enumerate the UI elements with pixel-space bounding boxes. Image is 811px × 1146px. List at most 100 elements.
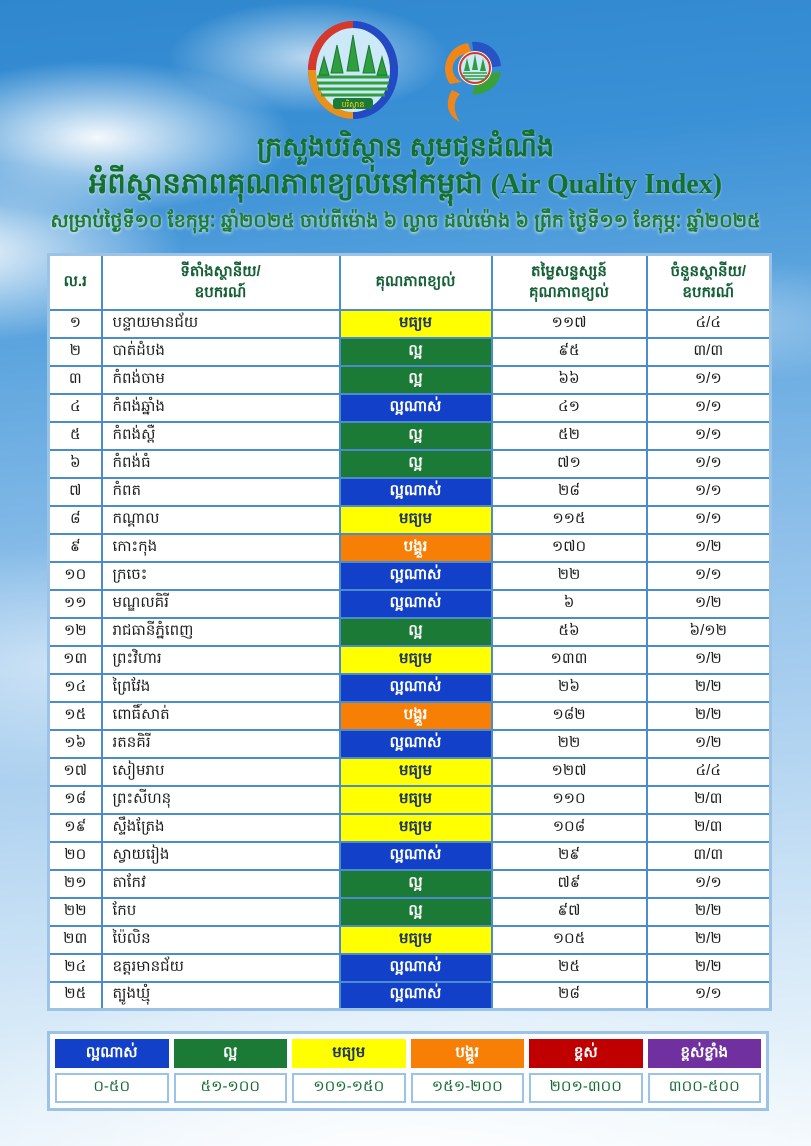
province-name: បន្ទាយមានជ័យ (100, 308, 341, 339)
row-number: ៣ (47, 364, 103, 395)
status-badge: មធ្យម (338, 756, 493, 787)
aqi-circular-logo (438, 26, 512, 133)
station-count: ២/២ (645, 952, 772, 983)
station-count: ១/២ (645, 532, 772, 563)
aqi-value: ៩៧ (490, 896, 648, 927)
province-name: កំពង់ចាម (100, 364, 341, 395)
province-name: មណ្ឌលគិរី (100, 588, 341, 619)
legend-category-label: ខ្ពស់ខ្លាំង (647, 1039, 761, 1068)
row-number: ១២ (47, 616, 103, 647)
row-number: ១៥ (47, 700, 103, 731)
status-badge: ល្អណាស់ (338, 672, 493, 703)
status-badge: ល្អ (338, 420, 493, 451)
aqi-value: ៩៥ (490, 336, 648, 367)
row-number: ១០ (47, 560, 103, 591)
status-badge: មធ្យម (338, 924, 493, 955)
legend-item: បង្គួរ ១៥១-២០០ (410, 1039, 524, 1103)
row-number: ១៦ (47, 728, 103, 759)
ministry-environment-logo: បរិស្ថាន (307, 19, 399, 126)
row-number: ២៣ (47, 924, 103, 955)
province-name: កោះកុង (100, 532, 341, 563)
legend-range-value: ២០១-៣០០ (529, 1073, 643, 1103)
aqi-value: ១៧០ (490, 532, 648, 563)
col-header-number: ល.រ (47, 253, 103, 311)
status-badge: ល្អណាស់ (338, 392, 493, 423)
table-row: ៧ កំពត ល្អណាស់ ២៨ ១/១ (47, 476, 772, 507)
row-number: ១៣ (47, 644, 103, 675)
table-row: ១៤ ព្រៃវែង ល្អណាស់ ២៦ ២/២ (47, 672, 772, 703)
station-count: ១/១ (645, 364, 772, 395)
legend-item: មធ្យម ១០១-១៥០ (292, 1039, 406, 1103)
legend-item: ល្អ ៥១-១០០ (173, 1039, 287, 1103)
row-number: ៧ (47, 476, 103, 507)
province-name: កណ្តាល (100, 504, 341, 535)
province-name: តាកែវ (100, 868, 341, 899)
status-badge: មធ្យម (338, 504, 493, 535)
table-row: ៥ កំពង់ស្ពឺ ល្អ ៥២ ១/១ (47, 420, 772, 451)
station-count: ៤/៤ (645, 308, 772, 339)
station-count: ៣/៣ (645, 336, 772, 367)
station-count: ១/២ (645, 588, 772, 619)
aqi-value: ២៦ (490, 672, 648, 703)
status-badge: បង្គួរ (338, 532, 493, 563)
status-badge: ល្អណាស់ (338, 980, 493, 1011)
legend-range-value: ៣០០-៥០០ (647, 1073, 761, 1103)
legend-item: ខ្ពស់ ២០១-៣០០ (529, 1039, 643, 1103)
status-badge: ល្អ (338, 616, 493, 647)
row-number: ៦ (47, 448, 103, 479)
aqi-value: ១១០ (490, 784, 648, 815)
legend-category-label: ល្អណាស់ (55, 1039, 169, 1068)
province-name: កំពង់ស្ពឺ (100, 420, 341, 451)
row-number: ១៩ (47, 812, 103, 843)
station-count: ១/១ (645, 560, 772, 591)
aqi-value: ១៨២ (490, 700, 648, 731)
station-count: ១/១ (645, 868, 772, 899)
status-badge: មធ្យម (338, 812, 493, 843)
col-header-aqi-value: តម្លៃសន្ទស្សន៍ គុណភាពខ្យល់ (490, 253, 648, 311)
province-name: បាត់ដំបង (100, 336, 341, 367)
aqi-value: ១៣៣ (490, 644, 648, 675)
table-row: ១២ រាជធានីភ្នំពេញ ល្អ ៥៦ ៦/១២ (47, 616, 772, 647)
legend-category-label: ខ្ពស់ (529, 1039, 643, 1068)
table-row: ១៥ ពោធិ៍សាត់ បង្គួរ ១៨២ ២/២ (47, 700, 772, 731)
table-row: ៤ កំពង់ឆ្នាំង ល្អណាស់ ៤១ ១/១ (47, 392, 772, 423)
aqi-value: ១០៥ (490, 924, 648, 955)
aqi-value: ៥២ (490, 420, 648, 451)
station-count: ២/២ (645, 896, 772, 927)
status-badge: ល្អណាស់ (338, 560, 493, 591)
status-badge: ល្អ (338, 896, 493, 927)
table-row: ១៦ រតនគិរី ល្អណាស់ ២២ ១/២ (47, 728, 772, 759)
aqi-value: ១២៧ (490, 756, 648, 787)
table-row: ២ បាត់ដំបង ល្អ ៩៥ ៣/៣ (47, 336, 772, 367)
province-name: រាជធានីភ្នំពេញ (100, 616, 341, 647)
page-title-line2-khmer: អំពីស្ថានភាពគុណភាពខ្យល់នៅកម្ពុជា (88, 168, 491, 200)
aqi-value: ៥៦ (490, 616, 648, 647)
table-row: ២១ តាកែវ ល្អ ៧៩ ១/១ (47, 868, 772, 899)
page-title-line1: ក្រសួងបរិស្ថាន សូមជូនដំណឹង (256, 132, 554, 162)
province-name: កំពង់ធំ (100, 448, 341, 479)
aqi-value: ៦ (490, 588, 648, 619)
province-name: រតនគិរី (100, 728, 341, 759)
table-row: ១៩ ស្ទឹងត្រែង មធ្យម ១០៨ ២/៣ (47, 812, 772, 843)
legend-range-value: ១០១-១៥០ (292, 1073, 406, 1103)
row-number: ១៨ (47, 784, 103, 815)
province-name: ស្វាយរៀង (100, 840, 341, 871)
table-row: ២៤ ឧត្តរមានជ័យ ល្អណាស់ ២៥ ២/២ (47, 952, 772, 983)
station-count: ៦/១២ (645, 616, 772, 647)
aqi-value: ៧៩ (490, 868, 648, 899)
row-number: ១ (47, 308, 103, 339)
aqi-value: ៧១ (490, 448, 648, 479)
row-number: ៥ (47, 420, 103, 451)
table-row: ២៥ ត្បូងឃ្មុំ ល្អណាស់ ២៨ ១/១ (47, 980, 772, 1011)
table-row: ១៨ ព្រះសីហនុ មធ្យម ១១០ ២/៣ (47, 784, 772, 815)
province-name: កំពង់ឆ្នាំង (100, 392, 341, 423)
row-number: ២២ (47, 896, 103, 927)
status-badge: ល្អណាស់ (338, 840, 493, 871)
status-badge: ល្អណាស់ (338, 588, 493, 619)
table-row: ១ បន្ទាយមានជ័យ មធ្យម ១១៧ ៤/៤ (47, 308, 772, 339)
legend-item: ខ្ពស់ខ្លាំង ៣០០-៥០០ (647, 1039, 761, 1103)
legend-category-label: បង្គួរ (410, 1039, 524, 1068)
row-number: ២១ (47, 868, 103, 899)
legend-category-label: មធ្យម (292, 1039, 406, 1068)
aqi-value: ២៥ (490, 952, 648, 983)
